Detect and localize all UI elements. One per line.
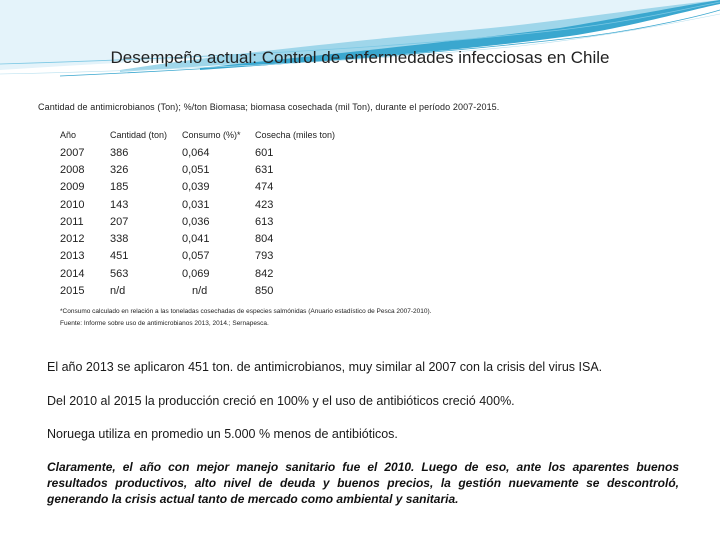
- table-row: 2014 563 0,069 842: [60, 265, 355, 282]
- cell-consumption: 0,041: [182, 233, 210, 246]
- cell-consumption: 0,064: [182, 146, 210, 159]
- cell-quantity: 386: [110, 146, 129, 159]
- wave-band-dark: [200, 0, 720, 70]
- cell-harvest: 631: [255, 163, 274, 176]
- cell-year: 2011: [60, 215, 84, 228]
- table-row: 2008 326 0,051 631: [60, 161, 355, 178]
- cell-harvest: 613: [255, 215, 274, 228]
- cell-consumption: 0,031: [182, 198, 210, 211]
- cell-quantity: 451: [110, 250, 129, 263]
- cell-quantity: n/d: [110, 285, 126, 298]
- header-wave-decoration: [0, 0, 720, 77]
- header-quantity: Cantidad (ton): [110, 130, 168, 140]
- cell-year: 2008: [60, 163, 85, 176]
- cell-consumption: 0,039: [182, 181, 210, 194]
- cell-quantity: 563: [110, 267, 129, 280]
- table-row: 2013 451 0,057 793: [60, 248, 355, 265]
- antimicrobial-table: Año Cantidad (ton) Consumo (%)* Cosecha …: [60, 130, 355, 300]
- paragraph-norway: Noruega utiliza en promedio un 5.000 % m…: [47, 427, 398, 441]
- cell-year: 2010: [60, 198, 85, 211]
- cell-harvest: 423: [255, 198, 274, 211]
- wave-line-top: [0, 1, 720, 65]
- wave-band-mid: [120, 0, 720, 72]
- cell-harvest: 793: [255, 250, 274, 263]
- conclusion-paragraph: Claramente, el año con mejor manejo sani…: [47, 460, 679, 506]
- cell-year: 2014: [60, 267, 85, 280]
- table-row: 2007 386 0,064 601: [60, 144, 355, 161]
- header-consumption: Consumo (%)*: [182, 130, 241, 140]
- table-row: 2015 n/d n/d 850: [60, 282, 355, 299]
- cell-harvest: 804: [255, 233, 274, 246]
- header-harvest: Cosecha (miles ton): [255, 130, 336, 140]
- cell-quantity: 338: [110, 233, 129, 246]
- cell-year: 2015: [60, 285, 85, 298]
- cell-year: 2009: [60, 181, 85, 194]
- cell-year: 2007: [60, 146, 85, 159]
- table-row: 2009 185 0,039 474: [60, 179, 355, 196]
- table-header-row: Año Cantidad (ton) Consumo (%)* Cosecha …: [60, 130, 355, 144]
- table-row: 2011 207 0,036 613: [60, 213, 355, 230]
- table-row: 2012 338 0,041 804: [60, 230, 355, 247]
- cell-harvest: 842: [255, 267, 274, 280]
- cell-consumption: 0,036: [182, 215, 210, 228]
- slide-title: Desempeño actual: Control de enfermedade…: [110, 48, 610, 67]
- paragraph-growth: Del 2010 al 2015 la producción creció en…: [47, 394, 515, 408]
- paragraph-2013: El año 2013 se aplicaron 451 ton. de ant…: [47, 360, 603, 374]
- table-footnotes: *Consumo calculado en relación a las ton…: [60, 306, 431, 330]
- cell-consumption: 0,069: [182, 267, 210, 280]
- header-year: Año: [60, 130, 77, 140]
- cell-consumption: n/d: [192, 285, 208, 298]
- cell-year: 2013: [60, 250, 85, 263]
- table-caption: Cantidad de antimicrobianos (Ton); %/ton…: [38, 102, 500, 112]
- table-row: 2010 143 0,031 423: [60, 196, 355, 213]
- cell-quantity: 143: [110, 198, 129, 211]
- cell-quantity: 207: [110, 215, 129, 228]
- cell-harvest: 850: [255, 285, 274, 298]
- wave-line-bottom: [59, 9, 720, 77]
- cell-quantity: 326: [110, 163, 129, 176]
- cell-harvest: 601: [255, 146, 274, 159]
- cell-quantity: 185: [110, 181, 129, 194]
- cell-year: 2012: [60, 233, 85, 246]
- cell-consumption: 0,051: [182, 163, 210, 176]
- footnote-consumption: *Consumo calculado en relación a las ton…: [60, 308, 432, 315]
- cell-harvest: 474: [255, 181, 274, 194]
- wave-band-light: [0, 0, 720, 70]
- cell-consumption: 0,057: [182, 250, 210, 263]
- footnote-source: Fuente: Informe sobre uso de antimicrobi…: [60, 320, 269, 327]
- wave-line-faint: [0, 13, 720, 75]
